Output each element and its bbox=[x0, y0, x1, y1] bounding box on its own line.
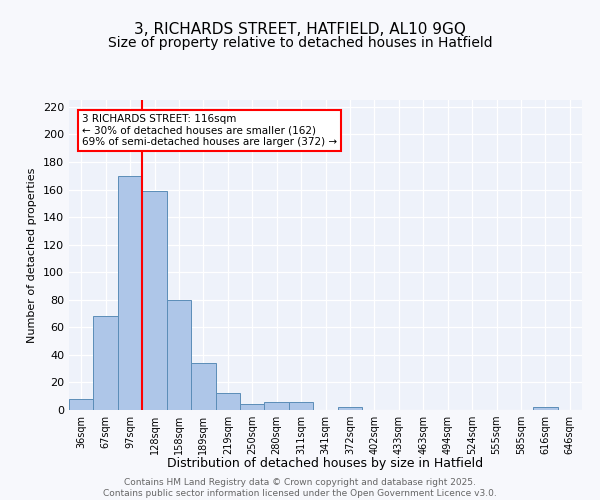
Text: 3 RICHARDS STREET: 116sqm
← 30% of detached houses are smaller (162)
69% of semi: 3 RICHARDS STREET: 116sqm ← 30% of detac… bbox=[82, 114, 337, 147]
Bar bbox=[94, 316, 118, 410]
Text: Size of property relative to detached houses in Hatfield: Size of property relative to detached ho… bbox=[107, 36, 493, 50]
Bar bbox=[69, 399, 94, 410]
Bar bbox=[533, 407, 557, 410]
Y-axis label: Number of detached properties: Number of detached properties bbox=[28, 168, 37, 342]
Bar bbox=[338, 407, 362, 410]
Bar bbox=[118, 176, 142, 410]
X-axis label: Distribution of detached houses by size in Hatfield: Distribution of detached houses by size … bbox=[167, 457, 484, 470]
Bar bbox=[215, 394, 240, 410]
Bar bbox=[240, 404, 265, 410]
Bar bbox=[265, 402, 289, 410]
Bar bbox=[289, 402, 313, 410]
Bar bbox=[142, 191, 167, 410]
Text: Contains HM Land Registry data © Crown copyright and database right 2025.
Contai: Contains HM Land Registry data © Crown c… bbox=[103, 478, 497, 498]
Text: 3, RICHARDS STREET, HATFIELD, AL10 9GQ: 3, RICHARDS STREET, HATFIELD, AL10 9GQ bbox=[134, 22, 466, 38]
Bar bbox=[191, 363, 215, 410]
Bar bbox=[167, 300, 191, 410]
